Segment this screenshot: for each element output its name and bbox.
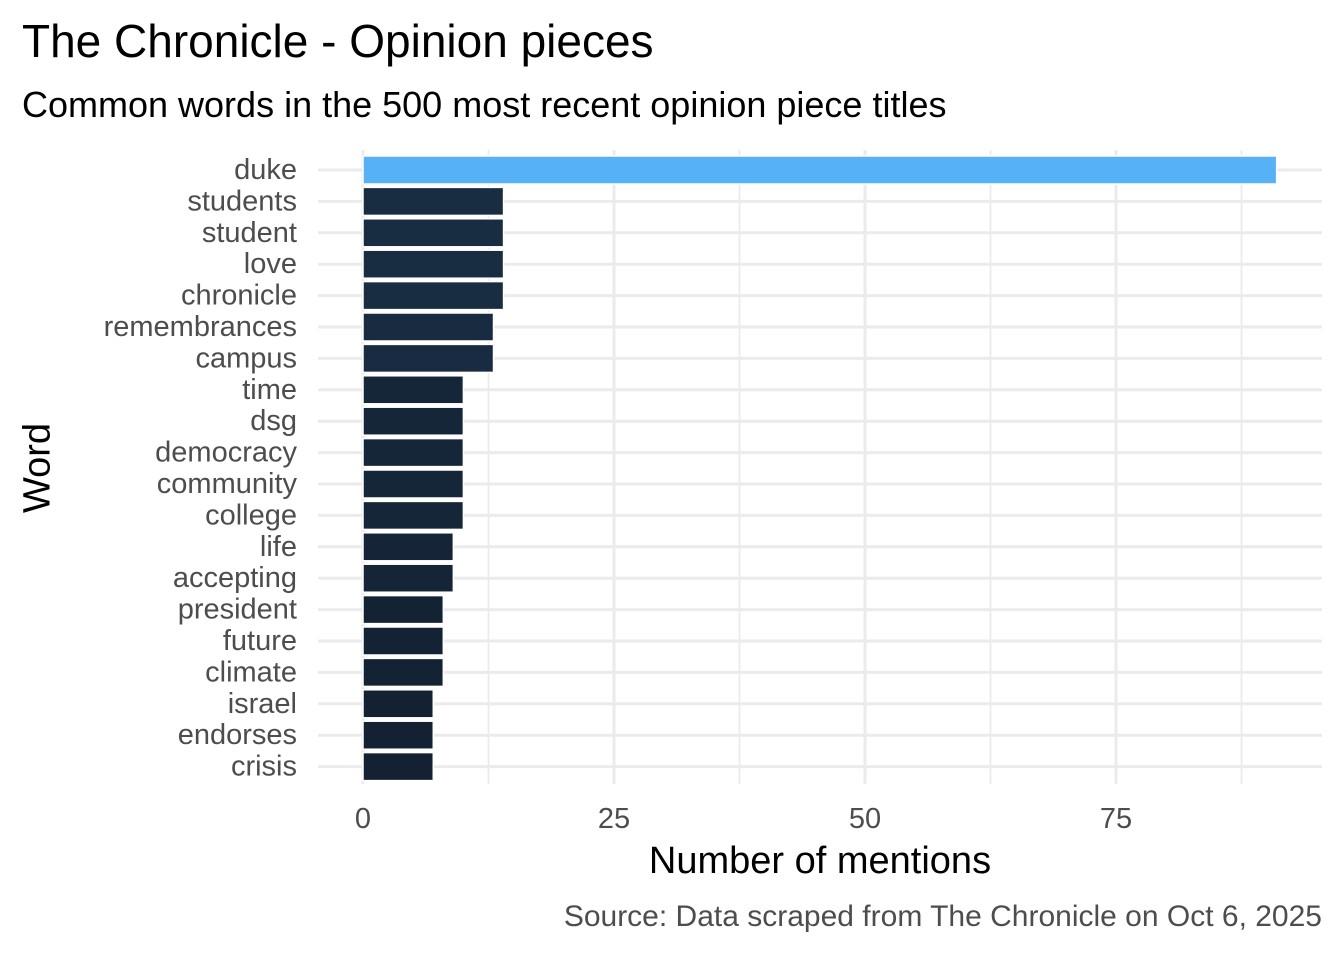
bar-community xyxy=(362,469,465,499)
y-tick-label-life: life xyxy=(260,531,297,563)
chart-caption: Source: Data scraped from The Chronicle … xyxy=(563,900,1322,933)
bar-israel xyxy=(362,689,435,719)
bar-student xyxy=(362,218,505,248)
bar-chronicle xyxy=(362,280,505,311)
bar-college xyxy=(362,500,465,531)
y-tick-labels: dukestudentsstudentlovechronicleremembra… xyxy=(104,154,298,783)
bar-climate xyxy=(362,657,445,688)
y-tick-label-crisis: crisis xyxy=(231,751,297,783)
bar-democracy xyxy=(362,437,465,468)
bar-love xyxy=(362,249,505,279)
y-tick-label-chronicle: chronicle xyxy=(181,280,297,312)
y-tick-label-accepting: accepting xyxy=(173,562,297,594)
bar-endorses xyxy=(362,720,435,750)
chart-subtitle: Common words in the 500 most recent opin… xyxy=(22,84,947,125)
bar-remembrances xyxy=(362,312,495,342)
bar-dsg xyxy=(362,406,465,436)
y-axis-label: Word xyxy=(16,422,59,514)
chart-title: The Chronicle - Opinion pieces xyxy=(22,15,654,67)
bar-students xyxy=(362,186,505,217)
bar-future xyxy=(362,626,445,656)
y-tick-label-college: college xyxy=(205,499,297,531)
x-axis-label: Number of mentions xyxy=(648,840,992,882)
y-tick-label-community: community xyxy=(157,468,298,500)
y-tick-label-remembrances: remembrances xyxy=(104,311,297,343)
y-tick-label-time: time xyxy=(242,374,297,406)
y-tick-label-campus: campus xyxy=(195,342,297,374)
x-tick-label: 0 xyxy=(355,803,371,835)
y-tick-label-climate: climate xyxy=(205,656,297,688)
y-tick-label-love: love xyxy=(244,248,297,280)
y-tick-label-student: student xyxy=(202,217,297,249)
bar-president xyxy=(362,594,445,625)
y-tick-label-future: future xyxy=(223,625,297,657)
y-tick-label-duke: duke xyxy=(234,154,297,186)
x-tick-labels: 0 25 50 75 xyxy=(355,803,1132,835)
y-tick-label-dsg: dsg xyxy=(250,405,297,437)
bar-time xyxy=(362,375,465,405)
y-tick-label-students: students xyxy=(187,185,297,217)
x-tick-label: 50 xyxy=(849,803,881,835)
bar-duke xyxy=(362,155,1278,185)
grid-lines xyxy=(318,150,1322,784)
y-tick-label-president: president xyxy=(178,594,297,626)
y-tick-label-endorses: endorses xyxy=(178,719,297,751)
x-tick-label: 25 xyxy=(598,803,630,835)
bar-campus xyxy=(362,343,495,374)
y-tick-label-israel: israel xyxy=(228,688,297,720)
bar-crisis xyxy=(362,751,435,782)
bars xyxy=(362,155,1278,782)
bar-accepting xyxy=(362,563,455,593)
x-tick-label: 75 xyxy=(1100,803,1132,835)
y-tick-label-democracy: democracy xyxy=(155,437,297,469)
bar-life xyxy=(362,532,455,562)
